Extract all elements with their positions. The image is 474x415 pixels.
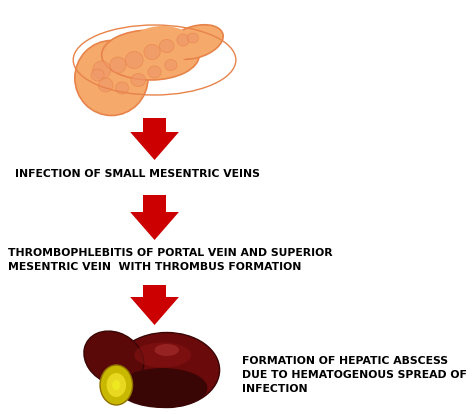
Ellipse shape bbox=[134, 342, 191, 368]
Bar bbox=[143, 195, 166, 212]
Ellipse shape bbox=[155, 344, 179, 356]
Ellipse shape bbox=[159, 39, 174, 53]
Ellipse shape bbox=[93, 61, 110, 79]
Circle shape bbox=[107, 373, 126, 397]
Ellipse shape bbox=[116, 82, 128, 94]
Polygon shape bbox=[130, 132, 179, 160]
Text: THROMBOPHLEBITIS OF PORTAL VEIN AND SUPERIOR
MESENTRIC VEIN  WITH THROMBUS FORMA: THROMBOPHLEBITIS OF PORTAL VEIN AND SUPE… bbox=[8, 248, 333, 272]
Ellipse shape bbox=[99, 78, 113, 92]
Text: INFECTION OF SMALL MESENTRIC VEINS: INFECTION OF SMALL MESENTRIC VEINS bbox=[15, 169, 260, 179]
Polygon shape bbox=[130, 212, 179, 240]
Polygon shape bbox=[130, 297, 179, 325]
Bar bbox=[143, 285, 166, 297]
Ellipse shape bbox=[118, 368, 208, 408]
Ellipse shape bbox=[130, 26, 195, 64]
Text: FORMATION OF HEPATIC ABSCESS
DUE TO HEMATOGENOUS SPREAD OF
INFECTION: FORMATION OF HEPATIC ABSCESS DUE TO HEMA… bbox=[242, 356, 467, 394]
Ellipse shape bbox=[148, 66, 161, 78]
Ellipse shape bbox=[75, 41, 148, 115]
Circle shape bbox=[100, 365, 133, 405]
Circle shape bbox=[112, 380, 120, 390]
Ellipse shape bbox=[131, 73, 146, 86]
Ellipse shape bbox=[84, 331, 144, 385]
Ellipse shape bbox=[164, 59, 177, 71]
Ellipse shape bbox=[110, 57, 126, 73]
Ellipse shape bbox=[167, 25, 223, 59]
Ellipse shape bbox=[187, 33, 199, 43]
Bar bbox=[143, 118, 166, 132]
Ellipse shape bbox=[114, 332, 219, 408]
Ellipse shape bbox=[144, 44, 160, 59]
Ellipse shape bbox=[101, 30, 199, 80]
Ellipse shape bbox=[177, 34, 189, 46]
Ellipse shape bbox=[125, 51, 143, 68]
Ellipse shape bbox=[91, 69, 104, 81]
